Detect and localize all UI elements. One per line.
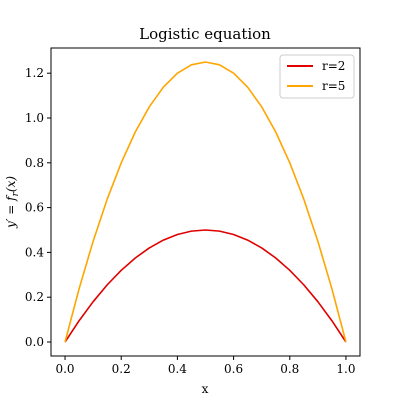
y-axis-label: y′ = fr(x) xyxy=(4,176,21,229)
y-axis-label-main: y′ = f xyxy=(4,194,18,229)
y-tick-label: 1.0 xyxy=(25,111,44,125)
legend: r=2 r=5 xyxy=(279,54,355,99)
legend-label-r2: r=2 xyxy=(322,59,345,73)
axes-frame xyxy=(50,47,361,357)
legend-label-r5: r=5 xyxy=(322,79,345,93)
y-tick-label: 0.2 xyxy=(25,290,44,304)
x-tick-label: 0.0 xyxy=(55,362,74,376)
y-tick-label: 0.4 xyxy=(25,245,44,259)
x-axis-label: x xyxy=(202,382,209,396)
x-tick-label: 0.4 xyxy=(168,362,187,376)
y-tick-label: 0.0 xyxy=(25,335,44,349)
x-axis: 0.0 0.2 0.4 0.6 0.8 1.0 xyxy=(55,356,356,376)
x-tick-label: 0.2 xyxy=(112,362,131,376)
y-tick-label: 0.6 xyxy=(25,201,44,215)
plot-area xyxy=(64,61,347,343)
y-axis: 0.0 0.2 0.4 0.6 0.8 1.0 1.2 xyxy=(25,66,51,349)
series-line-r5 xyxy=(64,61,347,343)
series-line-r2 xyxy=(64,229,347,343)
y-axis-label-sub: r xyxy=(11,191,21,196)
y-axis-label-tail: (x) xyxy=(4,176,18,192)
y-tick-label: 1.2 xyxy=(25,66,44,80)
y-tick-label: 0.8 xyxy=(25,156,44,170)
x-tick-label: 0.8 xyxy=(280,362,299,376)
x-tick-label: 1.0 xyxy=(336,362,355,376)
x-tick-label: 0.6 xyxy=(224,362,243,376)
chart-title: Logistic equation xyxy=(139,25,271,43)
